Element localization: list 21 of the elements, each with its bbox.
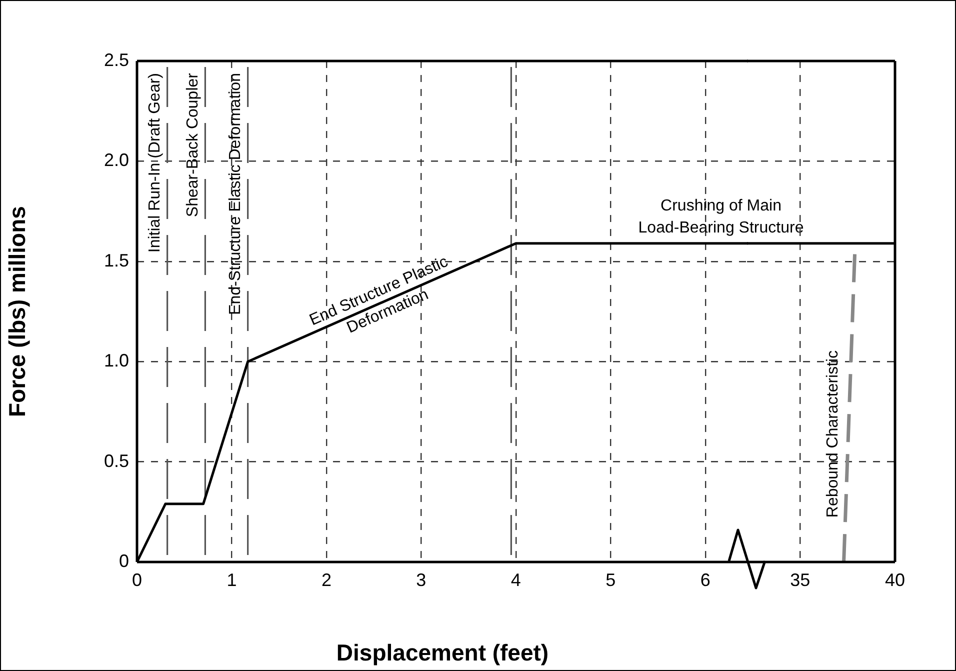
x-tick-label: 0 <box>132 570 142 590</box>
y-tick-label: 1.0 <box>104 350 129 371</box>
x-tick-label: 35 <box>790 570 810 590</box>
x-tick-label: 40 <box>884 570 906 590</box>
y-axis-title: Force (lbs) millions <box>4 206 30 417</box>
annotation: Rebound Characteristic <box>824 350 842 518</box>
y-tick-label: 1.5 <box>104 250 129 270</box>
ref-line-label: Shear-Back Coupler <box>184 72 202 218</box>
x-tick-label: 4 <box>510 570 521 590</box>
x-tick-label: 3 <box>416 570 426 590</box>
y-tick-label: 2.0 <box>104 150 129 170</box>
y-tick-label: 0 <box>118 550 129 571</box>
x-tick-label: 5 <box>606 570 616 590</box>
x-tick-label: 2 <box>321 570 332 590</box>
x-tick-label: 6 <box>700 570 710 590</box>
x-axis-title: Displacement (feet) <box>336 640 549 666</box>
x-tick-label: 1 <box>226 570 237 590</box>
y-tick-label: 2.5 <box>104 50 129 70</box>
ref-line-label: Initial Run-In (Draft Gear) <box>146 73 164 253</box>
annotation: Crushing of Main Load-Bearing Structure <box>638 197 804 236</box>
y-tick-label: 0.5 <box>104 450 129 471</box>
